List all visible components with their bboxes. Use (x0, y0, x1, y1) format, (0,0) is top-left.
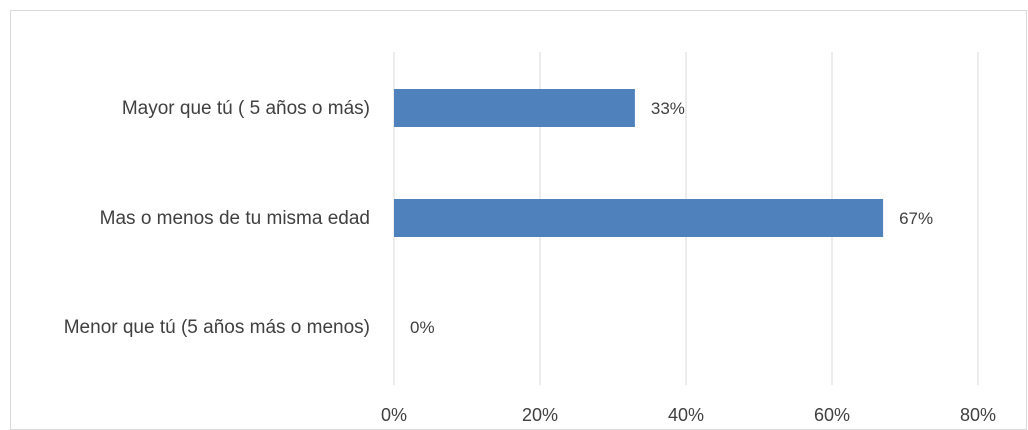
data-label-2: 0% (410, 318, 435, 337)
bars (394, 89, 884, 237)
category-label-menor: Menor que tú (5 años más o menos) (64, 317, 370, 338)
category-labels: Mayor que tú ( 5 años o más) Mas o menos… (64, 98, 370, 338)
x-tick-label: 0% (381, 405, 407, 423)
x-tick-label: 20% (522, 405, 558, 423)
x-tick-label: 60% (814, 405, 850, 423)
category-label-misma-edad: Mas o menos de tu misma edad (100, 208, 370, 229)
x-tick-label: 40% (668, 405, 704, 423)
data-labels: 33% 67% 0% (410, 99, 933, 337)
category-label-mayor: Mayor que tú ( 5 años o más) (122, 98, 370, 119)
x-axis-tick-labels: 0% 20% 40% 60% 80% (381, 405, 996, 423)
data-label-1: 67% (899, 209, 933, 228)
data-label-0: 33% (651, 99, 685, 118)
x-tick-label: 80% (960, 405, 996, 423)
bar-1 (394, 199, 884, 237)
bar-0 (394, 89, 635, 127)
